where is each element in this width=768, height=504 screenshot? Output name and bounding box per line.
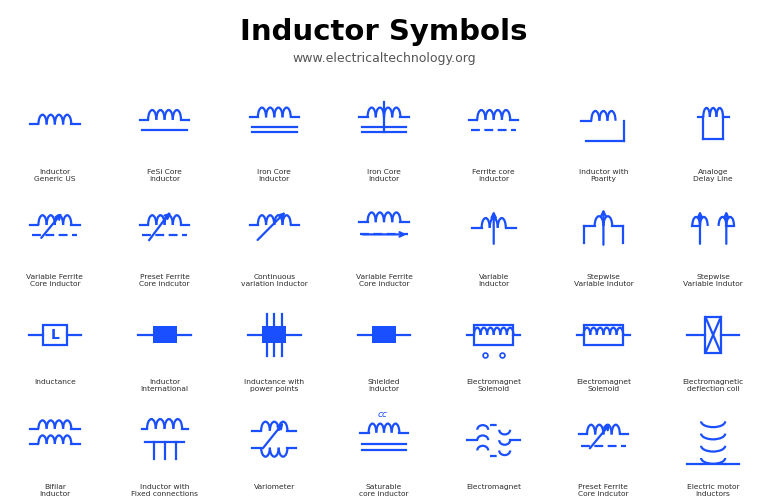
Text: www.electricaltechnology.org: www.electricaltechnology.org bbox=[292, 52, 476, 65]
Text: Stepwise
Variable Indutor: Stepwise Variable Indutor bbox=[574, 274, 634, 287]
Text: Inductance: Inductance bbox=[34, 379, 76, 385]
Text: L: L bbox=[51, 328, 59, 342]
Text: cc: cc bbox=[378, 410, 388, 418]
Text: Inductance with
power points: Inductance with power points bbox=[244, 379, 304, 392]
Bar bbox=[372, 327, 396, 343]
Text: Stepwise
Variable Indutor: Stepwise Variable Indutor bbox=[684, 274, 743, 287]
Text: Variable Ferrite
Core inductor: Variable Ferrite Core inductor bbox=[356, 274, 412, 287]
Text: Preset Ferrite
Core indcutor: Preset Ferrite Core indcutor bbox=[139, 274, 190, 287]
Text: Electromagnet
Solenoid: Electromagnet Solenoid bbox=[466, 379, 521, 392]
Text: Inductor with
Poarity: Inductor with Poarity bbox=[578, 169, 628, 181]
Bar bbox=[706, 317, 721, 353]
Text: Iron Core
Inductor: Iron Core Inductor bbox=[257, 169, 291, 181]
Text: Iron Core
Inductor: Iron Core Inductor bbox=[367, 169, 401, 181]
Text: Bifilar
Inductor: Bifilar Inductor bbox=[39, 484, 71, 497]
Text: Variable
Inductor: Variable Inductor bbox=[478, 274, 509, 287]
Text: Variable Ferrite
Core inductor: Variable Ferrite Core inductor bbox=[26, 274, 83, 287]
Bar bbox=[153, 327, 177, 343]
Text: Shielded
inductor: Shielded inductor bbox=[368, 379, 400, 392]
Text: Electromagnetic
deflection coil: Electromagnetic deflection coil bbox=[683, 379, 743, 392]
Bar bbox=[584, 325, 623, 345]
Text: Continuous
variation Inductor: Continuous variation Inductor bbox=[241, 274, 308, 287]
Text: Inductor
International: Inductor International bbox=[141, 379, 189, 392]
Text: Inductor Symbols: Inductor Symbols bbox=[240, 18, 528, 46]
Text: Variometer: Variometer bbox=[253, 484, 295, 490]
Text: FeSi Core
inductor: FeSi Core inductor bbox=[147, 169, 182, 181]
Bar bbox=[43, 325, 67, 345]
Text: Inductor with
Fixed connections: Inductor with Fixed connections bbox=[131, 484, 198, 497]
Text: Inductor
Generic US: Inductor Generic US bbox=[34, 169, 75, 181]
Text: Preset Ferrite
Core indcutor: Preset Ferrite Core indcutor bbox=[578, 484, 629, 497]
Text: Saturable
core inductor: Saturable core inductor bbox=[359, 484, 409, 497]
Bar bbox=[474, 325, 514, 345]
Text: Electromagnet
Solenoid: Electromagnet Solenoid bbox=[576, 379, 631, 392]
Text: Electromagnet: Electromagnet bbox=[466, 484, 521, 490]
Text: Ferrite core
inductor: Ferrite core inductor bbox=[472, 169, 515, 181]
Bar bbox=[262, 327, 286, 343]
Text: Analoge
Delay Line: Analoge Delay Line bbox=[694, 169, 733, 181]
Text: Electric motor
inductors: Electric motor inductors bbox=[687, 484, 740, 497]
